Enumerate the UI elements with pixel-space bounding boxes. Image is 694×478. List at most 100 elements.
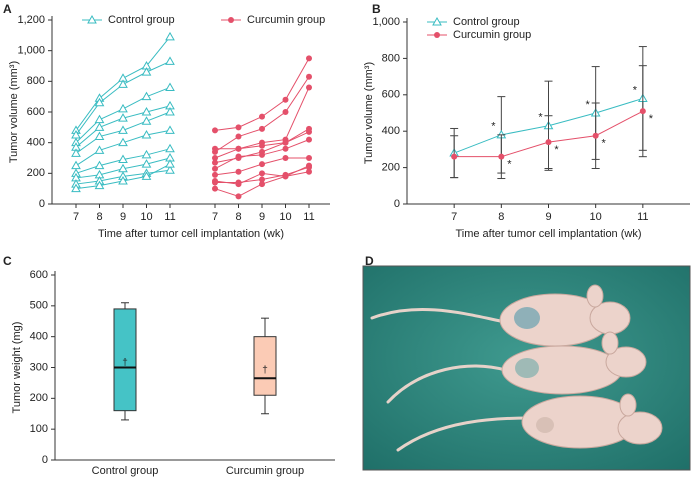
y-tick-label: 400: [27, 137, 45, 149]
y-axis-label: Tumor weight (mg): [11, 322, 23, 414]
marker: [212, 165, 218, 172]
marker: [259, 161, 265, 168]
mean-marker: †: [122, 358, 128, 369]
marker: [259, 181, 265, 188]
marker: [306, 84, 312, 91]
marker: [235, 168, 242, 175]
y-tick-label: 400: [382, 125, 400, 137]
marker: [306, 164, 312, 171]
mean-marker: †: [262, 365, 268, 376]
marker: [141, 106, 152, 116]
x-tick-label: 7: [451, 211, 457, 223]
marker: [545, 139, 552, 146]
marker: [259, 151, 265, 158]
y-tick-label: 400: [30, 331, 48, 343]
panel-label: B: [372, 2, 381, 16]
marker: [498, 153, 505, 160]
marker: [94, 122, 105, 131]
marker: [141, 91, 152, 101]
x-tick-label: 7: [73, 211, 79, 223]
marker: [306, 136, 312, 143]
marker: [165, 165, 175, 174]
marker: [235, 179, 242, 186]
legend-marker: [87, 14, 97, 24]
annotation: *: [633, 84, 638, 96]
x-tick-label: 8: [498, 211, 504, 223]
marker: [94, 131, 105, 141]
tumor: [514, 307, 540, 329]
y-axis-label: Tumor volume (mm³): [363, 62, 375, 164]
y-tick-label: 1,200: [17, 14, 45, 26]
legend-marker: [434, 32, 440, 38]
legend-marker: [432, 16, 442, 26]
x-tick-label: Curcumin group: [226, 465, 304, 477]
legend-marker: [228, 17, 234, 23]
x-tick-label: 10: [140, 211, 152, 223]
marker: [235, 153, 242, 160]
marker: [282, 139, 289, 146]
marker: [235, 133, 242, 140]
y-axis-label: Tumor volume (mm³): [8, 61, 20, 163]
marker: [118, 154, 128, 164]
legend-label: Curcumin group: [453, 29, 531, 41]
marker: [141, 171, 152, 180]
y-tick-label: 600: [27, 106, 45, 118]
legend-label: Curcumin group: [247, 14, 325, 26]
marker: [71, 160, 81, 170]
legend-label: Control group: [453, 16, 520, 28]
marker: [235, 145, 242, 152]
x-tick-label: 9: [259, 211, 265, 223]
x-tick-label: 9: [545, 211, 551, 223]
marker: [141, 116, 152, 125]
panel-label: D: [365, 254, 374, 268]
photo: [362, 265, 691, 471]
marker: [212, 179, 218, 186]
marker: [259, 113, 265, 120]
marker: [141, 159, 152, 168]
y-tick-label: 600: [30, 269, 48, 281]
marker: [212, 155, 218, 161]
marker: [451, 153, 458, 160]
y-tick-label: 200: [30, 392, 48, 404]
marker: [94, 114, 105, 124]
marker: [282, 109, 289, 115]
y-tick-label: 500: [30, 300, 48, 312]
marker: [212, 185, 218, 192]
marker: [118, 113, 128, 122]
x-tick-label: 9: [120, 211, 126, 223]
marker: [94, 97, 105, 107]
marker: [94, 145, 105, 154]
y-tick-label: 0: [394, 198, 400, 210]
y-tick-label: 1,000: [17, 45, 45, 57]
x-axis-label: Time after tumor cell implantation (wk): [455, 228, 641, 240]
marker: [306, 155, 312, 161]
marker: [165, 31, 175, 41]
annotation: *: [554, 144, 559, 156]
x-tick-label: Control group: [92, 465, 159, 477]
marker: [639, 108, 646, 115]
y-tick-label: 0: [39, 198, 45, 210]
marker: [259, 125, 265, 132]
marker: [94, 160, 105, 170]
annotation: *: [586, 99, 591, 111]
x-tick-label: 8: [235, 211, 241, 223]
marker: [118, 137, 128, 147]
tails: [370, 307, 532, 452]
y-tick-label: 600: [382, 89, 400, 101]
x-tick-label: 10: [590, 211, 602, 223]
marker: [212, 145, 218, 152]
marker: [165, 125, 175, 134]
marker: [306, 55, 312, 62]
x-tick-label: 11: [303, 211, 314, 223]
marker: [282, 96, 289, 103]
marker: [282, 171, 289, 178]
y-tick-label: 1,000: [372, 16, 400, 28]
marker: [165, 56, 175, 65]
marker: [306, 168, 312, 175]
x-tick-label: 7: [212, 211, 218, 223]
panel-label: A: [3, 2, 12, 16]
marker: [118, 125, 128, 134]
box: [253, 336, 277, 396]
tumor: [515, 358, 539, 378]
